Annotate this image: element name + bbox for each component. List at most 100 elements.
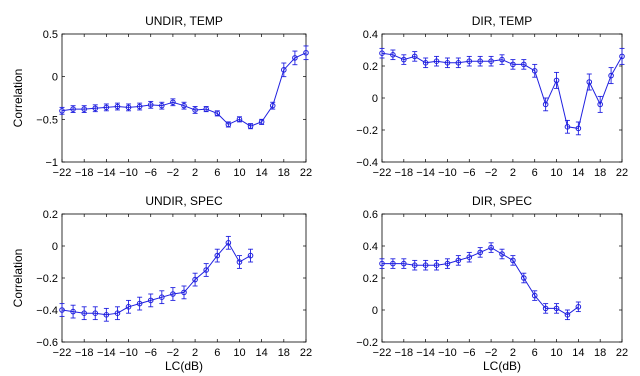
y-tick-label: 0	[52, 241, 58, 253]
error-bar	[281, 62, 287, 78]
x-tick-label: 22	[616, 347, 628, 359]
error-bar	[434, 259, 440, 271]
error-bar	[390, 258, 396, 269]
data-point	[247, 252, 254, 259]
data-point	[214, 110, 221, 117]
data-point	[136, 300, 143, 307]
data-point	[401, 56, 407, 63]
data-point	[192, 276, 198, 283]
y-tick-label: −0.2	[356, 337, 378, 349]
error-bar	[203, 263, 209, 277]
error-bar	[499, 54, 505, 65]
x-tick-label: 22	[616, 167, 628, 179]
error-bar	[303, 45, 309, 61]
data-point	[136, 103, 143, 110]
panel-title: DIR, TEMP	[472, 14, 532, 28]
data-point	[390, 52, 396, 58]
y-tick-label: 0.6	[363, 209, 378, 221]
error-bar	[126, 299, 132, 314]
error-bar	[103, 307, 109, 322]
y-tick-label: −1	[45, 157, 58, 169]
x-tick-label: −10	[119, 347, 138, 359]
x-tick-label: 2	[192, 347, 198, 359]
data-point	[433, 262, 440, 269]
error-bar	[532, 63, 538, 78]
error-bar	[575, 301, 581, 313]
data-point	[553, 305, 560, 312]
error-bar	[137, 296, 143, 311]
x-tick-label: 18	[594, 347, 606, 359]
error-bar	[488, 242, 494, 253]
y-tick-label: 0.2	[363, 273, 378, 285]
data-point	[192, 107, 198, 113]
x-tick-label: −22	[373, 347, 392, 359]
data-point	[553, 77, 560, 84]
error-bar	[70, 304, 76, 319]
data-point	[181, 102, 187, 109]
data-point	[236, 259, 243, 265]
data-point	[203, 267, 209, 273]
x-tick-label: 6	[532, 347, 538, 359]
data-point	[379, 50, 385, 57]
data-point	[292, 55, 298, 61]
data-point	[70, 106, 76, 112]
data-point	[521, 61, 527, 68]
y-tick-label: 0	[372, 305, 378, 317]
data-point	[203, 106, 209, 112]
error-bar	[554, 303, 560, 314]
error-bar	[379, 47, 385, 59]
x-tick-label: −22	[53, 167, 72, 179]
data-point	[488, 244, 494, 251]
x-tick-label: −18	[394, 347, 413, 359]
data-point	[466, 58, 473, 65]
data-point	[422, 262, 429, 269]
error-bar	[619, 47, 625, 65]
y-tick-label: 0.4	[363, 241, 378, 253]
x-tick-label: −6	[144, 347, 157, 359]
data-point	[477, 249, 483, 256]
x-tick-label: 14	[572, 167, 584, 179]
data-point	[499, 56, 505, 63]
y-tick-label: −0.6	[36, 337, 58, 349]
data-point	[433, 58, 440, 65]
data-point	[269, 102, 276, 109]
error-bar	[159, 290, 165, 305]
data-point	[92, 105, 99, 112]
error-bar	[248, 248, 254, 263]
x-tick-label: 10	[550, 167, 562, 179]
data-point	[303, 49, 309, 56]
error-bar	[586, 73, 592, 91]
y-tick-label: 0.2	[363, 61, 378, 73]
data-point	[401, 260, 407, 267]
data-point	[181, 289, 187, 296]
data-point	[59, 307, 65, 313]
x-tick-label: 6	[214, 347, 220, 359]
data-point	[147, 102, 154, 108]
data-point	[281, 67, 287, 73]
error-bar	[59, 303, 65, 317]
x-tick-label: −18	[75, 167, 94, 179]
error-bar	[510, 255, 516, 266]
data-point	[81, 310, 87, 317]
plot-area	[61, 213, 307, 343]
panel-title: UNDIR, SPEC	[145, 194, 223, 208]
data-point	[531, 68, 538, 74]
data-point	[422, 60, 429, 66]
error-bar	[532, 290, 538, 301]
data-point	[225, 121, 232, 128]
data-point	[455, 257, 462, 264]
error-bar	[401, 258, 407, 269]
error-bar	[597, 95, 603, 113]
error-bar	[521, 272, 527, 284]
x-tick-label: 2	[510, 167, 516, 179]
data-point	[531, 292, 538, 299]
x-tick-label: −2	[485, 347, 498, 359]
error-bar	[488, 55, 494, 67]
data-point	[125, 304, 132, 310]
data-point	[597, 101, 603, 108]
x-tick-label: −10	[119, 167, 138, 179]
panel-title: DIR, SPEC	[472, 194, 532, 208]
data-point	[575, 125, 582, 132]
data-point	[510, 257, 516, 264]
error-bar	[466, 251, 472, 263]
